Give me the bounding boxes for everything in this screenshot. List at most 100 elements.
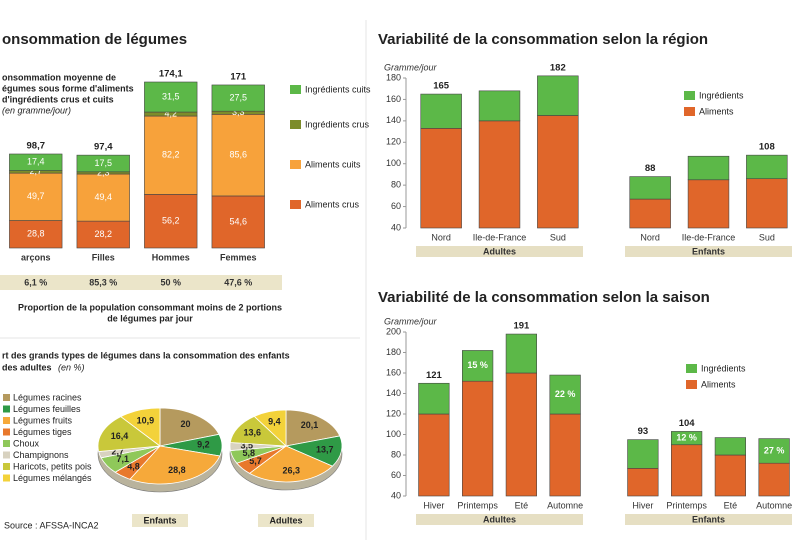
segment-label: 2,7 <box>29 166 42 176</box>
legend-swatch <box>686 380 697 389</box>
x-tick-label: Nord <box>431 232 451 242</box>
x-tick-label: Eté <box>724 500 738 510</box>
slice-label: 9,4 <box>268 416 281 426</box>
group-label: Adultes <box>483 246 516 256</box>
group-band <box>416 246 583 257</box>
x-tick-label: Sud <box>759 232 775 242</box>
subtitle: égumes sous forme d'aliments <box>2 83 134 93</box>
chart-title: des adultes <box>2 362 52 372</box>
subtitle: d'ingrédients crus et cuits <box>2 94 114 104</box>
bar-segment <box>144 115 198 195</box>
x-tick-label: Hiver <box>423 500 444 510</box>
bar-segment <box>549 374 581 415</box>
bar-segment <box>714 437 746 456</box>
x-tick-label: Printemps <box>457 500 498 510</box>
bar-segment <box>211 195 265 249</box>
legend-label: Aliments crus <box>305 199 360 209</box>
total-label: 121 <box>426 370 443 381</box>
bar-segment <box>671 444 703 497</box>
group-label: Adultes <box>483 514 516 524</box>
total-label: 174,1 <box>159 69 183 80</box>
pie-slice <box>97 416 162 452</box>
pie-slice <box>253 409 287 447</box>
segment-label: 28,8 <box>27 229 45 239</box>
segment-label: 85,6 <box>229 150 247 160</box>
legend-label: Champignons <box>13 450 69 460</box>
bar-segment <box>211 114 265 197</box>
share-label: 47,6 % <box>224 277 252 287</box>
x-tick-label: Ile-de-France <box>473 232 527 242</box>
y-tick-label: 100 <box>386 429 401 439</box>
slice-label: 20 <box>181 419 191 429</box>
total-label: 104 <box>679 418 696 429</box>
total-label: 97,4 <box>94 142 113 153</box>
legend-label: Légumes racines <box>13 392 82 402</box>
bar-segment <box>505 372 537 497</box>
share-band <box>0 275 282 290</box>
y-tick-label: 60 <box>391 201 401 211</box>
total-label: 182 <box>550 62 566 73</box>
bar-segment <box>537 75 579 116</box>
y-tick-label: 40 <box>391 222 401 232</box>
caption: Proportion de la population consommant m… <box>18 302 282 312</box>
segment-label: 22 % <box>555 389 576 399</box>
bar-segment <box>420 93 462 129</box>
pie-slice <box>119 407 161 447</box>
bar-segment <box>144 81 198 113</box>
legend-swatch <box>684 107 695 116</box>
y-tick-label: 120 <box>386 408 401 418</box>
y-axis-label: Gramme/jour <box>384 62 438 72</box>
share-label: 6,1 % <box>24 277 47 287</box>
x-tick-label: Printemps <box>666 500 707 510</box>
segment-label: 17,4 <box>27 157 45 167</box>
legend-label: Légumes fruits <box>13 415 73 425</box>
segment-label: 82,2 <box>162 150 180 160</box>
y-tick-label: 140 <box>386 115 401 125</box>
bar-segment <box>671 431 703 446</box>
segment-label: 56,2 <box>162 216 180 226</box>
bar-segment <box>687 179 730 229</box>
caption: de légumes par jour <box>107 313 193 323</box>
slice-label: 26,3 <box>282 465 300 475</box>
bar-segment <box>746 154 788 180</box>
segment-label: 49,4 <box>94 192 112 202</box>
bar-segment <box>76 154 130 173</box>
unit-label: (en %) <box>58 362 85 372</box>
bar-segment <box>211 84 265 112</box>
bar-segment <box>687 155 730 181</box>
x-tick-label: Nord <box>640 232 660 242</box>
bar-segment <box>462 380 494 497</box>
total-label: 165 <box>433 81 450 92</box>
bar-segment <box>420 128 462 229</box>
legend-label: Ingrédients cuits <box>305 84 371 94</box>
segment-label: 12 % <box>676 432 697 442</box>
y-tick-label: 100 <box>386 158 401 168</box>
y-tick-label: 180 <box>386 72 401 82</box>
subtitle: onsommation moyenne de <box>2 72 116 82</box>
y-tick-label: 160 <box>386 367 401 377</box>
legend-swatch <box>3 405 10 413</box>
slice-label: 5,7 <box>249 456 262 466</box>
legend-label: Légumes feuilles <box>13 404 81 414</box>
bar-segment <box>629 198 671 229</box>
slice-label: 20,1 <box>301 420 319 430</box>
legend-label: Aliments <box>701 379 736 389</box>
x-tick-label: Femmes <box>220 252 257 262</box>
bar-segment <box>549 413 581 497</box>
y-tick-label: 60 <box>391 470 401 480</box>
bar-segment <box>746 178 788 229</box>
bar-segment <box>505 333 537 374</box>
chart-title: onsommation de légumes <box>2 31 187 48</box>
legend-swatch <box>3 417 10 424</box>
y-tick-label: 200 <box>386 326 401 336</box>
legend-swatch <box>684 91 695 100</box>
x-tick-label: Eté <box>515 500 529 510</box>
y-axis-label: Gramme/jour <box>384 316 438 326</box>
slice-label: 3,5 <box>241 441 254 451</box>
bar-segment <box>9 172 63 221</box>
segment-label: 17,5 <box>94 158 112 168</box>
legend-swatch <box>3 394 10 401</box>
total-label: 108 <box>759 142 775 153</box>
segment-label: 49,7 <box>27 191 45 201</box>
bar-segment <box>76 173 130 222</box>
